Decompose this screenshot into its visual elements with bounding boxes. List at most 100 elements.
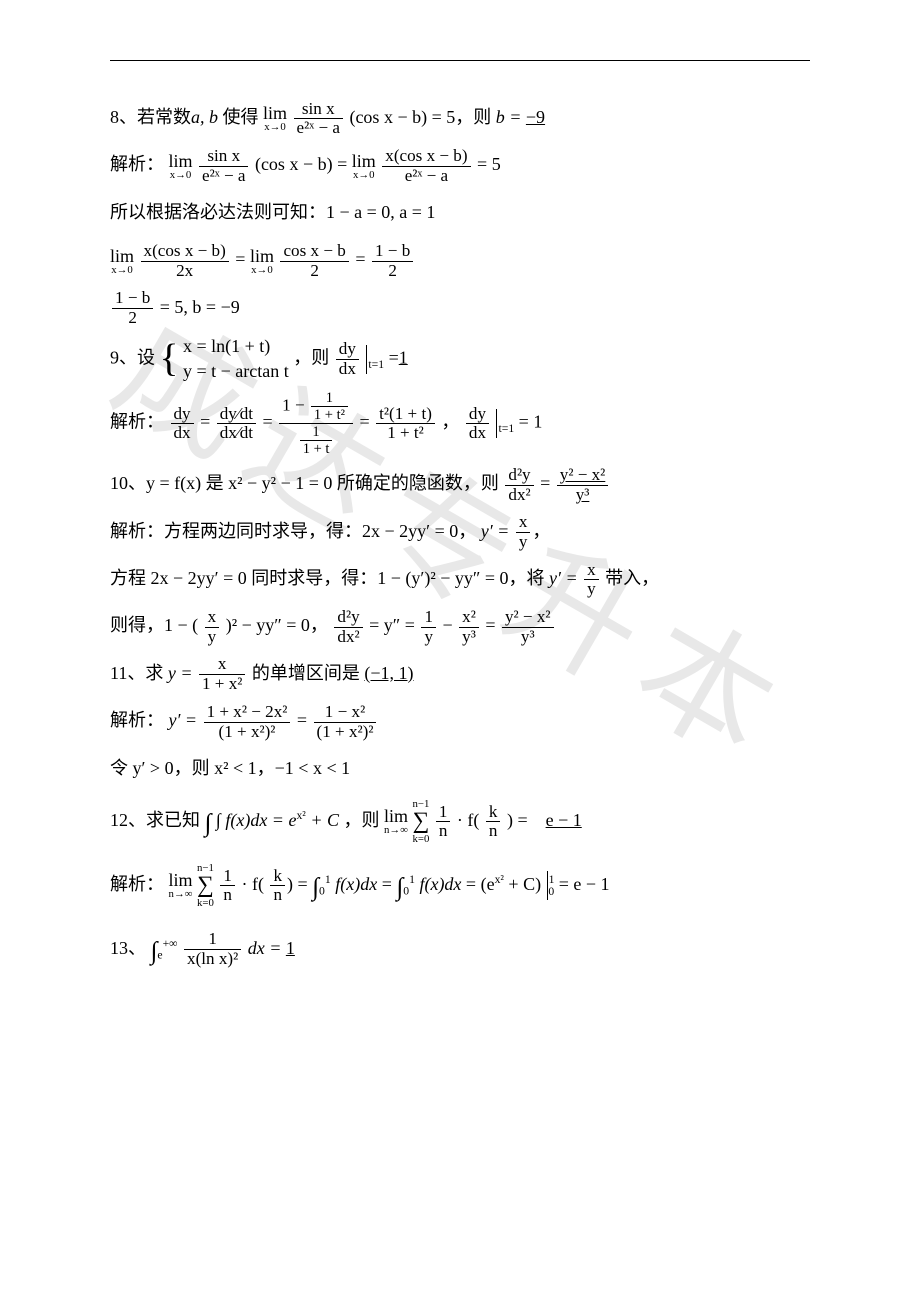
eq: = xyxy=(359,412,374,432)
p8-mul: (cos x − b) = 5 xyxy=(349,107,455,127)
eq: = xyxy=(355,249,370,269)
sol-label: 解析： xyxy=(110,521,164,541)
p8-sol2: 所以根据洛必达法则可知：1 − a = 0, a = 1 xyxy=(110,192,810,233)
den: y xyxy=(421,628,436,647)
tail-answer: = 1 xyxy=(519,412,543,432)
d2y: d²ydx² xyxy=(505,466,533,505)
num: sin x xyxy=(294,100,343,120)
then: ，则 xyxy=(343,810,379,830)
lim-sub: n→∞ xyxy=(169,889,193,900)
bot: k=0 xyxy=(412,834,429,845)
den: 2 xyxy=(280,262,348,281)
tail: = 5, b = −9 xyxy=(160,297,240,317)
den: y³ xyxy=(502,628,554,647)
num: x xyxy=(205,608,220,628)
num: 1 + x² − 2x² xyxy=(204,703,291,723)
inum: 1 xyxy=(300,424,333,441)
p9-sol: 解析： dydx = dy⁄dt dx⁄dt = 1 − 11 + t² 11 … xyxy=(110,390,810,457)
num: sin x xyxy=(199,147,248,167)
post: dx = xyxy=(248,938,286,958)
lim-op: limx→0 xyxy=(263,104,287,133)
big-frac: dy⁄dt dx⁄dt xyxy=(217,405,256,444)
p8-number: 8 xyxy=(110,107,119,127)
num: x² xyxy=(459,608,479,628)
a: 0 xyxy=(403,885,409,898)
frac: 1 − b2 xyxy=(372,242,413,281)
p10-prompt: 10、y = f(x) 是 x² − y² − 1 = 0 所确定的隐函数，则 … xyxy=(110,463,810,504)
eq: = y″ = xyxy=(369,615,419,635)
lim-sub: x→0 xyxy=(110,265,134,276)
pre: 设 xyxy=(137,347,155,367)
int-post: + C xyxy=(306,810,339,830)
p8-prompt: 8、若常数a, b 使得 limx→0 sin xe²ˣ − a (cos x … xyxy=(110,97,810,138)
p8-vars: a, b xyxy=(191,107,218,127)
eval-at: t=1 xyxy=(498,423,514,436)
num: k xyxy=(486,803,501,823)
sup: x² xyxy=(495,873,504,886)
lim-sub: n→∞ xyxy=(384,825,408,836)
xy: xy xyxy=(205,608,220,647)
f2: kn xyxy=(270,867,285,906)
frac3: t²(1 + t)1 + t² xyxy=(376,405,435,444)
eq2: = xyxy=(382,874,397,894)
eq1: = xyxy=(297,874,312,894)
num: 1 xyxy=(184,930,241,950)
sol-label: 解析： xyxy=(110,412,164,432)
frac: cos x − b2 xyxy=(280,242,348,281)
den: n xyxy=(270,886,285,905)
num: x(cos x − b) xyxy=(141,242,229,262)
sup: x² xyxy=(296,809,305,822)
f1: 1y xyxy=(421,608,436,647)
tail: = e − 1 xyxy=(559,874,610,894)
sol3-pre: 则得，1 − ( xyxy=(110,615,198,635)
t: dy xyxy=(220,404,237,423)
top-rule xyxy=(110,60,810,61)
a: 0 xyxy=(319,885,325,898)
eq: = xyxy=(235,249,250,269)
integral-icon: ∫ xyxy=(312,874,319,901)
num: cos x − b xyxy=(280,242,348,262)
den: y xyxy=(516,533,531,552)
eq: = xyxy=(263,412,278,432)
eq: = xyxy=(389,347,399,367)
den: (1 + x²)² xyxy=(204,723,291,742)
lim-sub: x→0 xyxy=(263,122,287,133)
page: 成达专升本 8、若常数a, b 使得 limx→0 sin xe²ˣ − a (… xyxy=(0,0,920,1067)
b: dt xyxy=(240,404,253,423)
sum-op: n−1∑k=0 xyxy=(197,863,214,908)
lim-sub: x→0 xyxy=(169,170,193,181)
d2y: d²ydx² xyxy=(334,608,362,647)
p8-sol1: 解析： limx→0 sin xe²ˣ − a (cos x − b) = li… xyxy=(110,144,810,185)
sol3-mid: )² − yy″ = 0， xyxy=(226,615,328,635)
iden: 1 + t xyxy=(300,441,333,457)
yfrac: x1 + x² xyxy=(199,655,245,694)
a: e xyxy=(157,948,162,961)
inum: 1 xyxy=(311,390,348,407)
sol-label: 解析： xyxy=(110,154,164,174)
den: e²ˣ − a xyxy=(294,119,343,138)
p13-number: 13 xyxy=(110,938,128,958)
num: 1 − x² xyxy=(314,703,377,723)
frac: 1x(ln x)² xyxy=(184,930,241,969)
num: x xyxy=(516,513,531,533)
frac2: x(cos x − b)e²ˣ − a xyxy=(382,147,470,186)
den: 1 + x² xyxy=(199,675,245,694)
f3: y² − x²y³ xyxy=(502,608,554,647)
frac: x(cos x − b)2x xyxy=(141,242,229,281)
den: dx xyxy=(466,424,489,443)
lim-sub: x→0 xyxy=(250,265,274,276)
p12-answer: e − 1 xyxy=(546,810,582,830)
p10-sol2: 方程 2x − 2yy′ = 0 同时求导，得：1 − (y′)² − yy″ … xyxy=(110,558,810,599)
param-x: x = ln(1 + t) xyxy=(183,334,289,359)
num: t²(1 + t) xyxy=(376,405,435,425)
iden: 1 + t² xyxy=(311,407,348,423)
sep: ， xyxy=(441,412,459,432)
den: y³ xyxy=(459,628,479,647)
lim-op: limx→0 xyxy=(169,152,193,181)
num: d²y xyxy=(334,608,362,628)
p8-then: ，则 xyxy=(455,107,491,127)
num: 1 xyxy=(436,803,451,823)
sol1: 方程两边同时求导，得：2x − 2yy′ = 0， xyxy=(164,521,476,541)
mul: · f( xyxy=(457,810,479,830)
sol2-pre: 方程 2x − 2yy′ = 0 同时求导，得：1 − (y′)² − yy″ … xyxy=(110,568,545,588)
